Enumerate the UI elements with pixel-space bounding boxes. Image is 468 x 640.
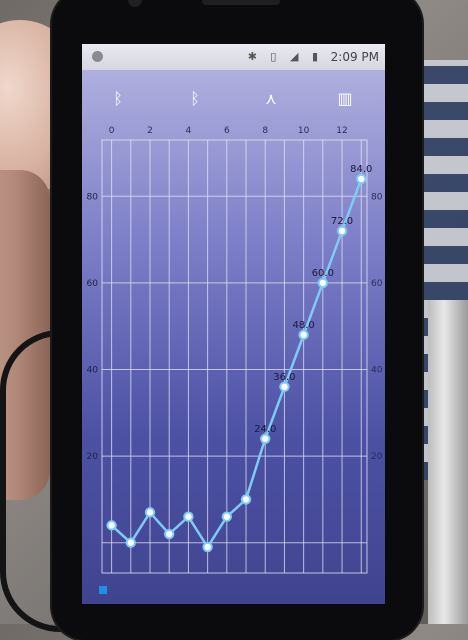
earpiece-speaker (202, 0, 280, 5)
toolbar: ᛒ ᛒ ⋏ ▥ (82, 84, 385, 114)
bluetooth-disabled-icon[interactable]: ᛒ (190, 89, 200, 108)
bluetooth-icon[interactable]: ᛒ (113, 89, 123, 108)
data-label: 24.0 (254, 424, 276, 435)
data-label: 60.0 (312, 268, 334, 279)
front-camera (128, 0, 142, 7)
chart-ticks: 0 2 4 6 8 10 12 20 20 40 40 60 60 80 80 (87, 126, 383, 462)
data-point (183, 511, 194, 522)
status-bar: ✱ ▯ ◢ ▮ 2:09 PM (82, 44, 385, 70)
share-nodes-icon[interactable]: ⋏ (265, 89, 277, 108)
chart-data-labels: 24.0 36.0 48.0 60.0 72.0 84.0 (254, 164, 372, 435)
y-tick-label-left: 20 (87, 452, 99, 462)
x-tick-label: 4 (186, 126, 192, 136)
data-point (106, 520, 117, 531)
data-point (240, 494, 252, 505)
status-icons: ✱ ▯ ◢ ▮ (247, 50, 323, 63)
chart-grid (101, 139, 368, 574)
x-tick-label: 8 (262, 126, 268, 136)
legend-swatch (99, 586, 107, 594)
y-tick-label-right: 60 (371, 279, 383, 289)
chart-icon[interactable]: ▥ (337, 89, 353, 108)
x-tick-label: 6 (224, 126, 230, 136)
data-point (260, 433, 271, 444)
data-point (125, 537, 137, 548)
notification-dot-icon (92, 51, 103, 62)
x-tick-label: 10 (298, 126, 310, 136)
x-tick-label: 12 (336, 126, 347, 136)
phone-screen: ✱ ▯ ◢ ▮ 2:09 PM ᛒ ᛒ ⋏ ▥ 0 2 4 6 8 10 12 20 20 40 4… (82, 44, 385, 604)
data-label: 72.0 (331, 216, 353, 227)
chart-points (106, 173, 367, 553)
y-tick-label-right: 20 (371, 452, 383, 462)
data-point (317, 277, 329, 289)
status-time: 2:09 PM (330, 50, 379, 64)
data-label: 84.0 (350, 164, 372, 175)
data-point (336, 225, 348, 237)
data-label: 48.0 (292, 320, 314, 331)
y-tick-label-right: 40 (371, 365, 383, 375)
y-tick-label-left: 60 (87, 279, 99, 289)
x-tick-label: 0 (109, 126, 115, 136)
line-chart: 0 2 4 6 8 10 12 20 20 40 40 60 60 80 80 24.0 36.0 48.0 60… (87, 126, 383, 574)
y-tick-label-left: 80 (87, 192, 99, 202)
y-tick-label-right: 80 (371, 192, 383, 202)
data-point (164, 528, 175, 540)
data-point (279, 381, 290, 393)
data-point (356, 173, 367, 185)
y-tick-label-left: 40 (87, 365, 99, 375)
x-tick-label: 2 (147, 126, 153, 136)
data-label: 36.0 (273, 372, 295, 383)
data-point (298, 329, 309, 341)
plot-frame (101, 139, 368, 574)
series-line (110, 178, 363, 550)
device-edge (428, 300, 468, 624)
data-point (202, 541, 213, 553)
data-point (144, 507, 156, 518)
data-point (221, 511, 233, 522)
